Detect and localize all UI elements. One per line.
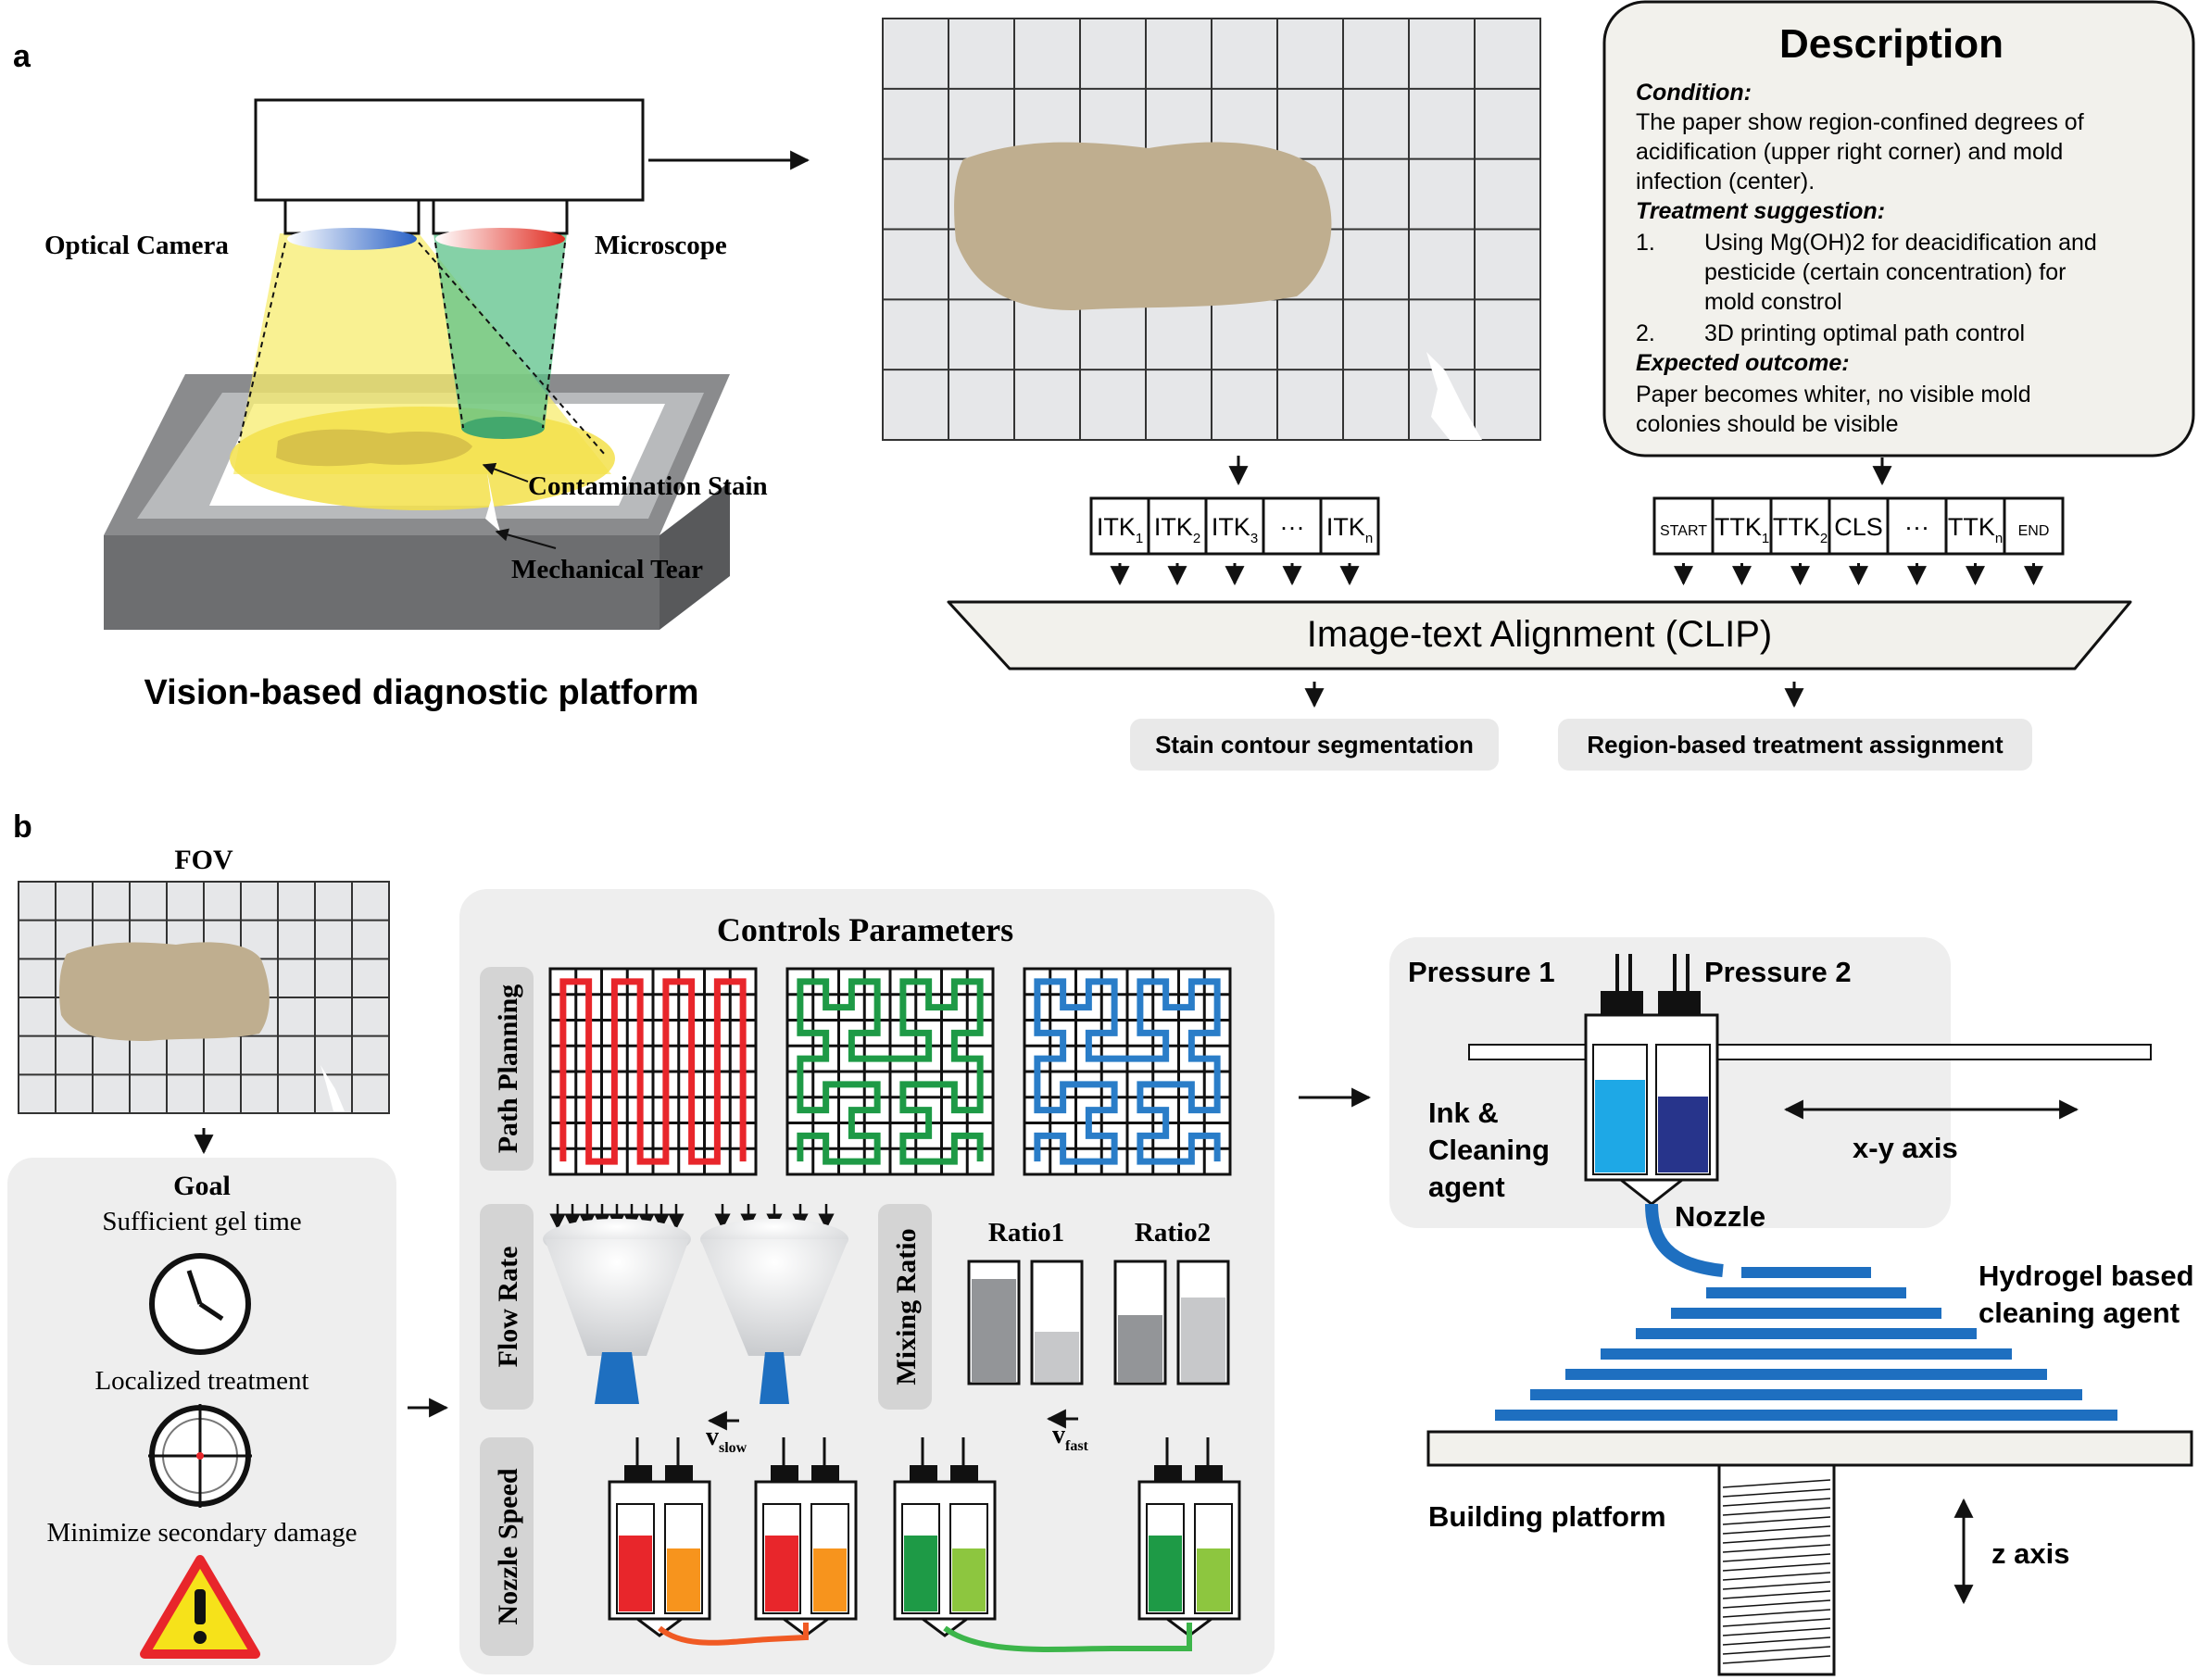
pressure1-label: Pressure 1 bbox=[1408, 956, 1555, 988]
goal-item: Sufficient gel time bbox=[102, 1207, 301, 1236]
flow-rate-funnels bbox=[543, 1204, 848, 1404]
treatment-number: 2. bbox=[1636, 320, 1655, 346]
mechanical-tear-label: Mechanical Tear bbox=[511, 555, 703, 584]
clock-icon bbox=[149, 1253, 251, 1355]
token-label: START bbox=[1660, 523, 1707, 539]
v-fast-label: vfast bbox=[1052, 1421, 1089, 1454]
nozzle-label: Nozzle bbox=[1675, 1200, 1765, 1233]
microscope-lens-icon bbox=[435, 228, 565, 250]
scanned-image bbox=[882, 18, 1541, 441]
nozzle-speed-syringes bbox=[608, 1437, 1241, 1637]
token-label: END bbox=[2018, 523, 2050, 539]
ink-label: agent bbox=[1428, 1171, 1505, 1203]
treatment-line: mold constrol bbox=[1704, 289, 1842, 315]
image-token-row: ITK1 ITK2 ITK3 ··· ITKn bbox=[1089, 496, 1380, 586]
goal-title: Goal bbox=[173, 1171, 231, 1201]
output-treatment: Region-based treatment assignment bbox=[1587, 731, 2004, 759]
panel-b-label: b bbox=[13, 809, 32, 845]
mixing-ratio-bars bbox=[967, 1260, 1230, 1385]
output-treatment-box bbox=[1558, 719, 2032, 771]
goal-item: Minimize secondary damage bbox=[47, 1518, 358, 1548]
text-token-row: START TTK1 TTK2 CLS ··· TTKn END bbox=[1652, 496, 2065, 586]
goal-panel: Goal Sufficient gel time Localized treat… bbox=[7, 1158, 396, 1665]
panel-a-label: a bbox=[13, 39, 31, 74]
camera-lens-icon bbox=[287, 228, 417, 250]
building-platform bbox=[1426, 1430, 2193, 1467]
stain-region bbox=[954, 142, 1332, 310]
path-plan-trace bbox=[797, 978, 984, 1165]
token-label: ITK3 bbox=[1212, 513, 1258, 546]
output-segmentation: Stain contour segmentation bbox=[1155, 731, 1474, 759]
clip-alignment-block: Image-text Alignment (CLIP) bbox=[947, 600, 2132, 671]
treatment-number: 1. bbox=[1636, 230, 1655, 256]
z-axis-label: z axis bbox=[1991, 1537, 2069, 1570]
fov-label: FOV bbox=[174, 845, 233, 875]
microscope-label: Microscope bbox=[595, 231, 727, 260]
token-label: TTK1 bbox=[1715, 513, 1769, 546]
ink-label: Cleaning bbox=[1428, 1134, 1550, 1166]
clip-label: Image-text Alignment (CLIP) bbox=[1307, 614, 1772, 655]
contamination-stain-label: Contamination Stain bbox=[528, 471, 768, 501]
flow-rate-label: Flow Rate bbox=[493, 1247, 523, 1368]
hydrogel-layers bbox=[1495, 1267, 2117, 1421]
outcome-heading: Expected outcome: bbox=[1636, 350, 1850, 376]
token-label: ITKn bbox=[1326, 513, 1373, 546]
token-label: TTK2 bbox=[1773, 513, 1828, 546]
outcome-line: Paper becomes whiter, no visible mold bbox=[1636, 382, 2031, 407]
path-planning-label: Path Planning bbox=[493, 984, 523, 1154]
output-segmentation-box bbox=[1130, 719, 1499, 771]
v-slow-label: vslow bbox=[706, 1423, 747, 1456]
scan-platform bbox=[104, 233, 730, 630]
description-title: Description bbox=[1779, 21, 2004, 67]
path-plan-trace bbox=[1034, 978, 1221, 1165]
treatment-heading: Treatment suggestion: bbox=[1636, 198, 1885, 224]
treatment-line: 3D printing optimal path control bbox=[1704, 320, 2025, 346]
token-label: TTKn bbox=[1948, 513, 2003, 546]
controls-panel: Controls Parameters Path Planning Flow R… bbox=[459, 889, 1275, 1674]
token-label: ··· bbox=[1904, 513, 1929, 541]
mixing-ratio-label: Mixing Ratio bbox=[891, 1228, 922, 1385]
treatment-line: Using Mg(OH)2 for deacidification and bbox=[1704, 230, 2097, 256]
condition-heading: Condition: bbox=[1636, 80, 1752, 106]
fov-image bbox=[18, 881, 390, 1114]
printer: Pressure 1 Pressure 2 Ink & Cleaning age… bbox=[1389, 937, 2194, 1676]
path-plan-trace bbox=[559, 978, 747, 1165]
warning-icon bbox=[140, 1555, 260, 1659]
token-label: ITK2 bbox=[1154, 513, 1200, 546]
goal-item: Localized treatment bbox=[94, 1366, 308, 1396]
token-label: ··· bbox=[1280, 513, 1305, 541]
platform-title: Vision-based diagnostic platform bbox=[144, 673, 699, 712]
optical-camera-label: Optical Camera bbox=[44, 231, 229, 260]
outcome-line: colonies should be visible bbox=[1636, 411, 1899, 437]
ratio1-label: Ratio1 bbox=[988, 1218, 1064, 1247]
ink-label: Ink & bbox=[1428, 1097, 1499, 1129]
ratio2-label: Ratio2 bbox=[1135, 1218, 1211, 1247]
token-label: ITK1 bbox=[1097, 513, 1143, 546]
description-box: Description Condition: The paper show re… bbox=[1602, 0, 2195, 458]
building-platform-label: Building platform bbox=[1428, 1500, 1666, 1533]
xy-axis-label: x-y axis bbox=[1853, 1132, 1958, 1164]
hydrogel-label: Hydrogel based bbox=[1979, 1260, 2194, 1292]
nozzle-speed-label: Nozzle Speed bbox=[493, 1468, 523, 1624]
condition-line: acidification (upper right corner) and m… bbox=[1636, 139, 2063, 165]
crosshair-icon bbox=[148, 1404, 252, 1508]
condition-line: The paper show region-confined degrees o… bbox=[1636, 109, 2084, 135]
hydrogel-label: cleaning agent bbox=[1979, 1297, 2180, 1329]
token-label: CLS bbox=[1834, 513, 1883, 541]
pressure2-label: Pressure 2 bbox=[1704, 956, 1852, 988]
treatment-line: pesticide (certain concentration) for bbox=[1704, 259, 2066, 285]
camera-housing bbox=[238, 98, 645, 457]
controls-title: Controls Parameters bbox=[717, 911, 1013, 948]
condition-line: infection (center). bbox=[1636, 169, 1815, 194]
